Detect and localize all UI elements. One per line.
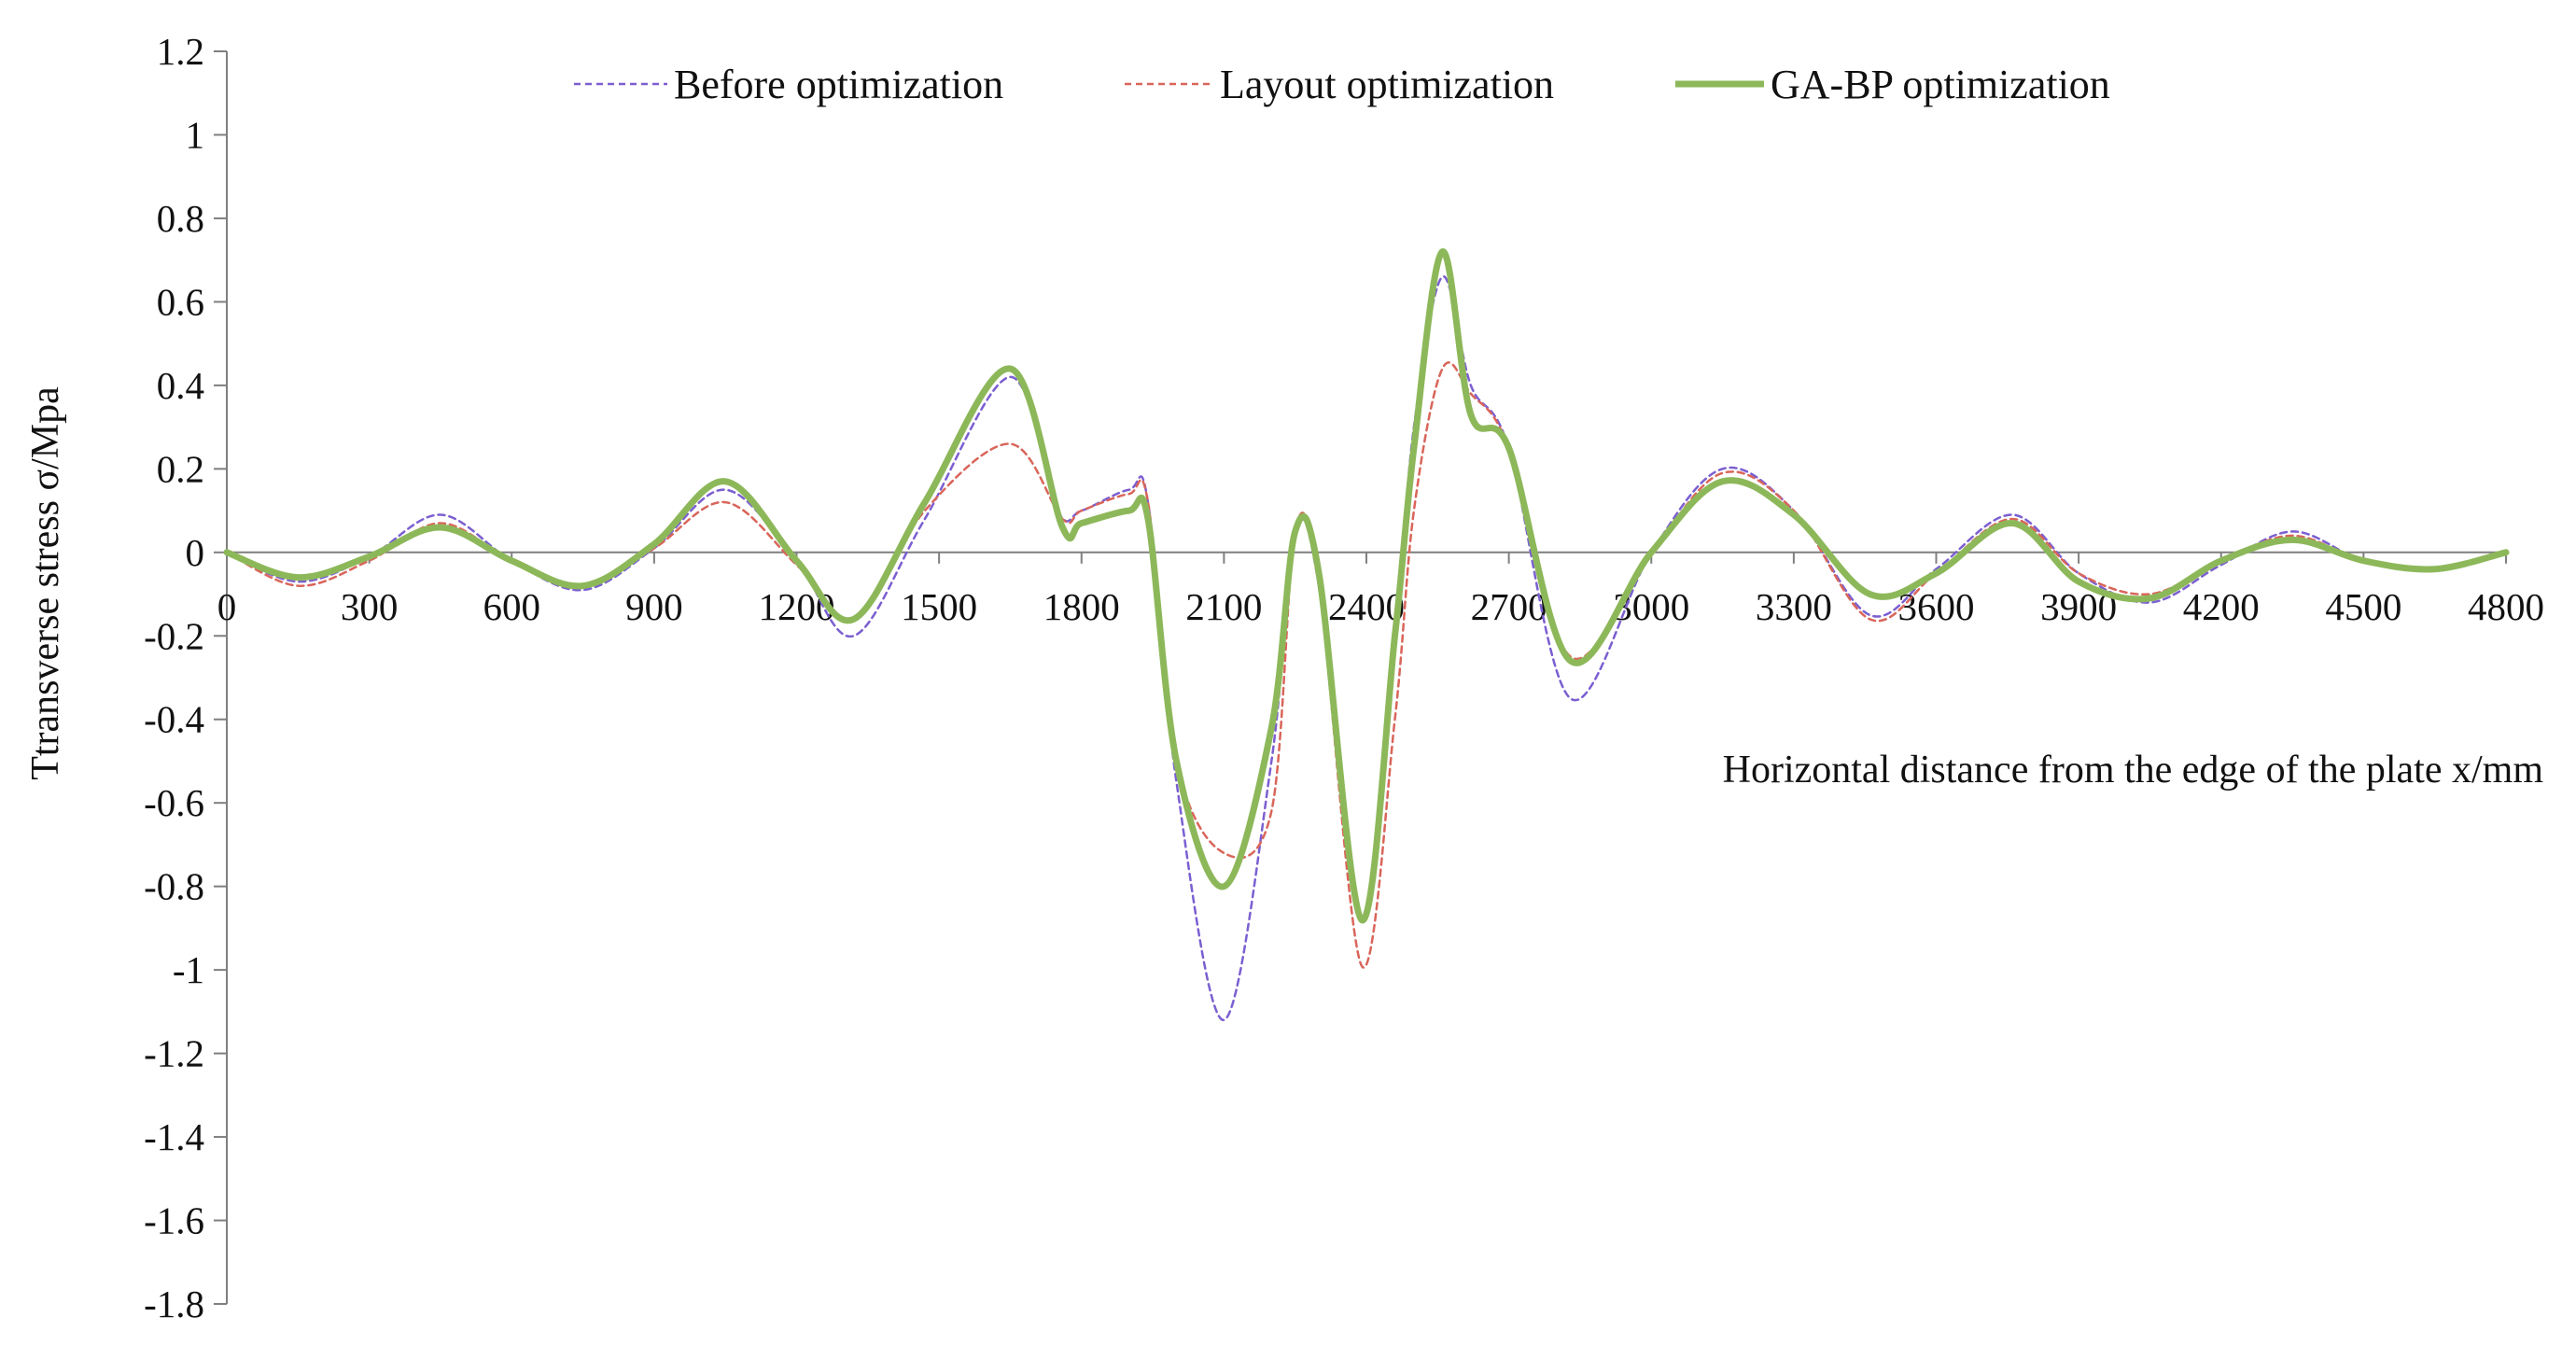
x-tick-label: 4500: [2325, 585, 2401, 628]
y-tick-label: 0: [186, 531, 205, 574]
x-tick-label: 2700: [1471, 585, 1547, 628]
legend: Before optimization Layout optimization …: [574, 62, 2110, 107]
x-tick-label: 600: [483, 585, 541, 628]
y-axis-title: Ttransverse stress σ/Mpa: [24, 386, 67, 780]
series-ga-bp-optimization: [223, 248, 2510, 924]
y-tick-label: 1: [186, 113, 205, 156]
y-tick-label: -1.6: [144, 1199, 204, 1242]
y-tick-label: -0.2: [144, 614, 204, 657]
y-tick-label: -0.8: [144, 865, 204, 908]
x-tick-label: 4200: [2183, 585, 2260, 628]
legend-label-ga-bp-optimization: GA-BP optimization: [1771, 62, 2110, 107]
legend-label-before-optimization: Before optimization: [674, 62, 1003, 107]
y-tick-label: -0.6: [144, 781, 204, 824]
y-tick-label: 0.6: [157, 280, 204, 323]
x-tick-label: 300: [341, 585, 399, 628]
y-tick-label: 0.8: [157, 197, 204, 240]
y-tick-label: 0.4: [157, 364, 204, 407]
y-tick-label: -0.4: [144, 698, 204, 741]
x-tick-label: 3300: [1756, 585, 1832, 628]
x-tick-label: 900: [625, 585, 683, 628]
x-tick-label: 4800: [2468, 585, 2544, 628]
y-tick-label: -1: [173, 948, 204, 991]
y-tick-label: -1.4: [144, 1115, 204, 1158]
x-tick-label: 2400: [1328, 585, 1405, 628]
y-tick-label: 1.2: [157, 30, 204, 73]
series-layout-optimization: [225, 361, 2508, 969]
series-layer: [223, 248, 2510, 1022]
y-tick-label: 0.2: [157, 447, 204, 490]
x-axis-ticks: 0 300 600 900 1200 1500 1800 2100 2400 2700 3000 33…: [217, 552, 2544, 628]
y-axis-ticks: 1.2 1 0.8 0.6 0.4 0.2 0 -0.2 -0.4 -0.6 -0.8 -1 -1.2 -…: [144, 30, 227, 1325]
y-tick-label: -1.2: [144, 1032, 204, 1075]
x-tick-label: 2100: [1185, 585, 1262, 628]
legend-label-layout-optimization: Layout optimization: [1220, 62, 1554, 107]
x-axis-title: Horizontal distance from the edge of the…: [1723, 749, 2544, 792]
axes: [226, 51, 2506, 1304]
x-tick-label: 0: [217, 585, 237, 628]
y-tick-label: -1.8: [144, 1282, 204, 1325]
x-tick-label: 1500: [901, 585, 977, 628]
x-tick-label: 1800: [1043, 585, 1120, 628]
